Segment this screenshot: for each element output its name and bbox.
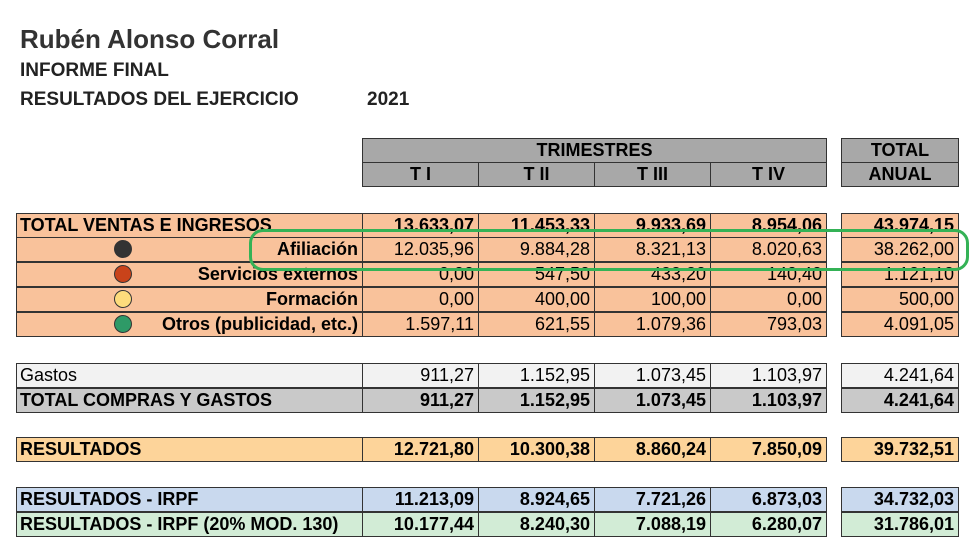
value-cell: 1.152,95 bbox=[478, 363, 595, 388]
value-cell: 1.079,36 bbox=[594, 312, 711, 337]
category-label: Formación bbox=[265, 289, 358, 309]
status-dot-icon bbox=[114, 290, 132, 308]
total-header-line2: ANUAL bbox=[841, 162, 959, 187]
value-cell: 140,40 bbox=[710, 262, 827, 287]
total-cell: 34.732,03 bbox=[841, 487, 959, 512]
value-cell: 8.860,24 bbox=[594, 437, 711, 462]
status-dot-icon bbox=[114, 265, 132, 283]
category-label: Otros (publicidad, etc.) bbox=[161, 314, 358, 334]
value-cell: 0,00 bbox=[710, 287, 827, 312]
value-cell: 1.073,45 bbox=[594, 363, 711, 388]
row-label-ventas: TOTAL VENTAS E INGRESOS bbox=[16, 213, 363, 238]
value-cell: 911,27 bbox=[362, 363, 479, 388]
quarter-header-2: T II bbox=[478, 162, 595, 187]
value-cell: 1.597,11 bbox=[362, 312, 479, 337]
value-cell: 7.850,09 bbox=[710, 437, 827, 462]
category-label: Afiliación bbox=[276, 239, 358, 259]
value-cell: 10.300,38 bbox=[478, 437, 595, 462]
quarter-header-4: T IV bbox=[710, 162, 827, 187]
value-cell: 911,27 bbox=[362, 388, 479, 413]
row-label-otros: Otros (publicidad, etc.) bbox=[16, 312, 363, 337]
status-dot-icon bbox=[114, 240, 132, 258]
row-label-formacion: Formación bbox=[16, 287, 363, 312]
total-header-line1: TOTAL bbox=[841, 138, 959, 163]
value-cell: 6.280,07 bbox=[710, 512, 827, 537]
total-cell: 4.241,64 bbox=[841, 363, 959, 388]
value-cell: 100,00 bbox=[594, 287, 711, 312]
value-cell: 0,00 bbox=[362, 287, 479, 312]
row-label-afiliacion: Afiliación bbox=[16, 237, 363, 262]
value-cell: 11.213,09 bbox=[362, 487, 479, 512]
status-dot-icon bbox=[114, 315, 132, 333]
value-cell: 7.088,19 bbox=[594, 512, 711, 537]
row-label-resultados: RESULTADOS bbox=[16, 437, 363, 462]
report-title: INFORME FINAL bbox=[20, 60, 169, 81]
row-label-irpf20: RESULTADOS - IRPF (20% MOD. 130) bbox=[16, 512, 363, 537]
value-cell: 400,00 bbox=[478, 287, 595, 312]
value-cell: 1.152,95 bbox=[478, 388, 595, 413]
value-cell: 9.884,28 bbox=[478, 237, 595, 262]
total-cell: 43.974,15 bbox=[841, 213, 959, 238]
person-name: Rubén Alonso Corral bbox=[20, 24, 280, 54]
value-cell: 7.721,26 bbox=[594, 487, 711, 512]
quarter-header-3: T III bbox=[594, 162, 711, 187]
row-label-compras: TOTAL COMPRAS Y GASTOS bbox=[16, 388, 363, 413]
value-cell: 12.035,96 bbox=[362, 237, 479, 262]
value-cell: 10.177,44 bbox=[362, 512, 479, 537]
row-label-irpf: RESULTADOS - IRPF bbox=[16, 487, 363, 512]
value-cell: 1.073,45 bbox=[594, 388, 711, 413]
total-cell: 4.091,05 bbox=[841, 312, 959, 337]
trimestres-header: TRIMESTRES bbox=[362, 138, 827, 163]
value-cell: 433,20 bbox=[594, 262, 711, 287]
quarter-header-1: T I bbox=[362, 162, 479, 187]
row-label-gastos: Gastos bbox=[16, 363, 363, 388]
value-cell: 8.020,63 bbox=[710, 237, 827, 262]
results-label: RESULTADOS DEL EJERCICIO bbox=[20, 89, 299, 110]
total-cell: 38.262,00 bbox=[841, 237, 959, 262]
total-cell: 39.732,51 bbox=[841, 437, 959, 462]
report-year: 2021 bbox=[367, 89, 410, 110]
total-cell: 500,00 bbox=[841, 287, 959, 312]
value-cell: 1.103,97 bbox=[710, 388, 827, 413]
afiliacion-highlight bbox=[249, 229, 969, 271]
value-cell: 793,03 bbox=[710, 312, 827, 337]
value-cell: 8.924,65 bbox=[478, 487, 595, 512]
value-cell: 8.321,13 bbox=[594, 237, 711, 262]
value-cell: 1.103,97 bbox=[710, 363, 827, 388]
value-cell: 621,55 bbox=[478, 312, 595, 337]
total-cell: 4.241,64 bbox=[841, 388, 959, 413]
total-cell: 31.786,01 bbox=[841, 512, 959, 537]
value-cell: 12.721,80 bbox=[362, 437, 479, 462]
value-cell: 8.240,30 bbox=[478, 512, 595, 537]
value-cell: 6.873,03 bbox=[710, 487, 827, 512]
